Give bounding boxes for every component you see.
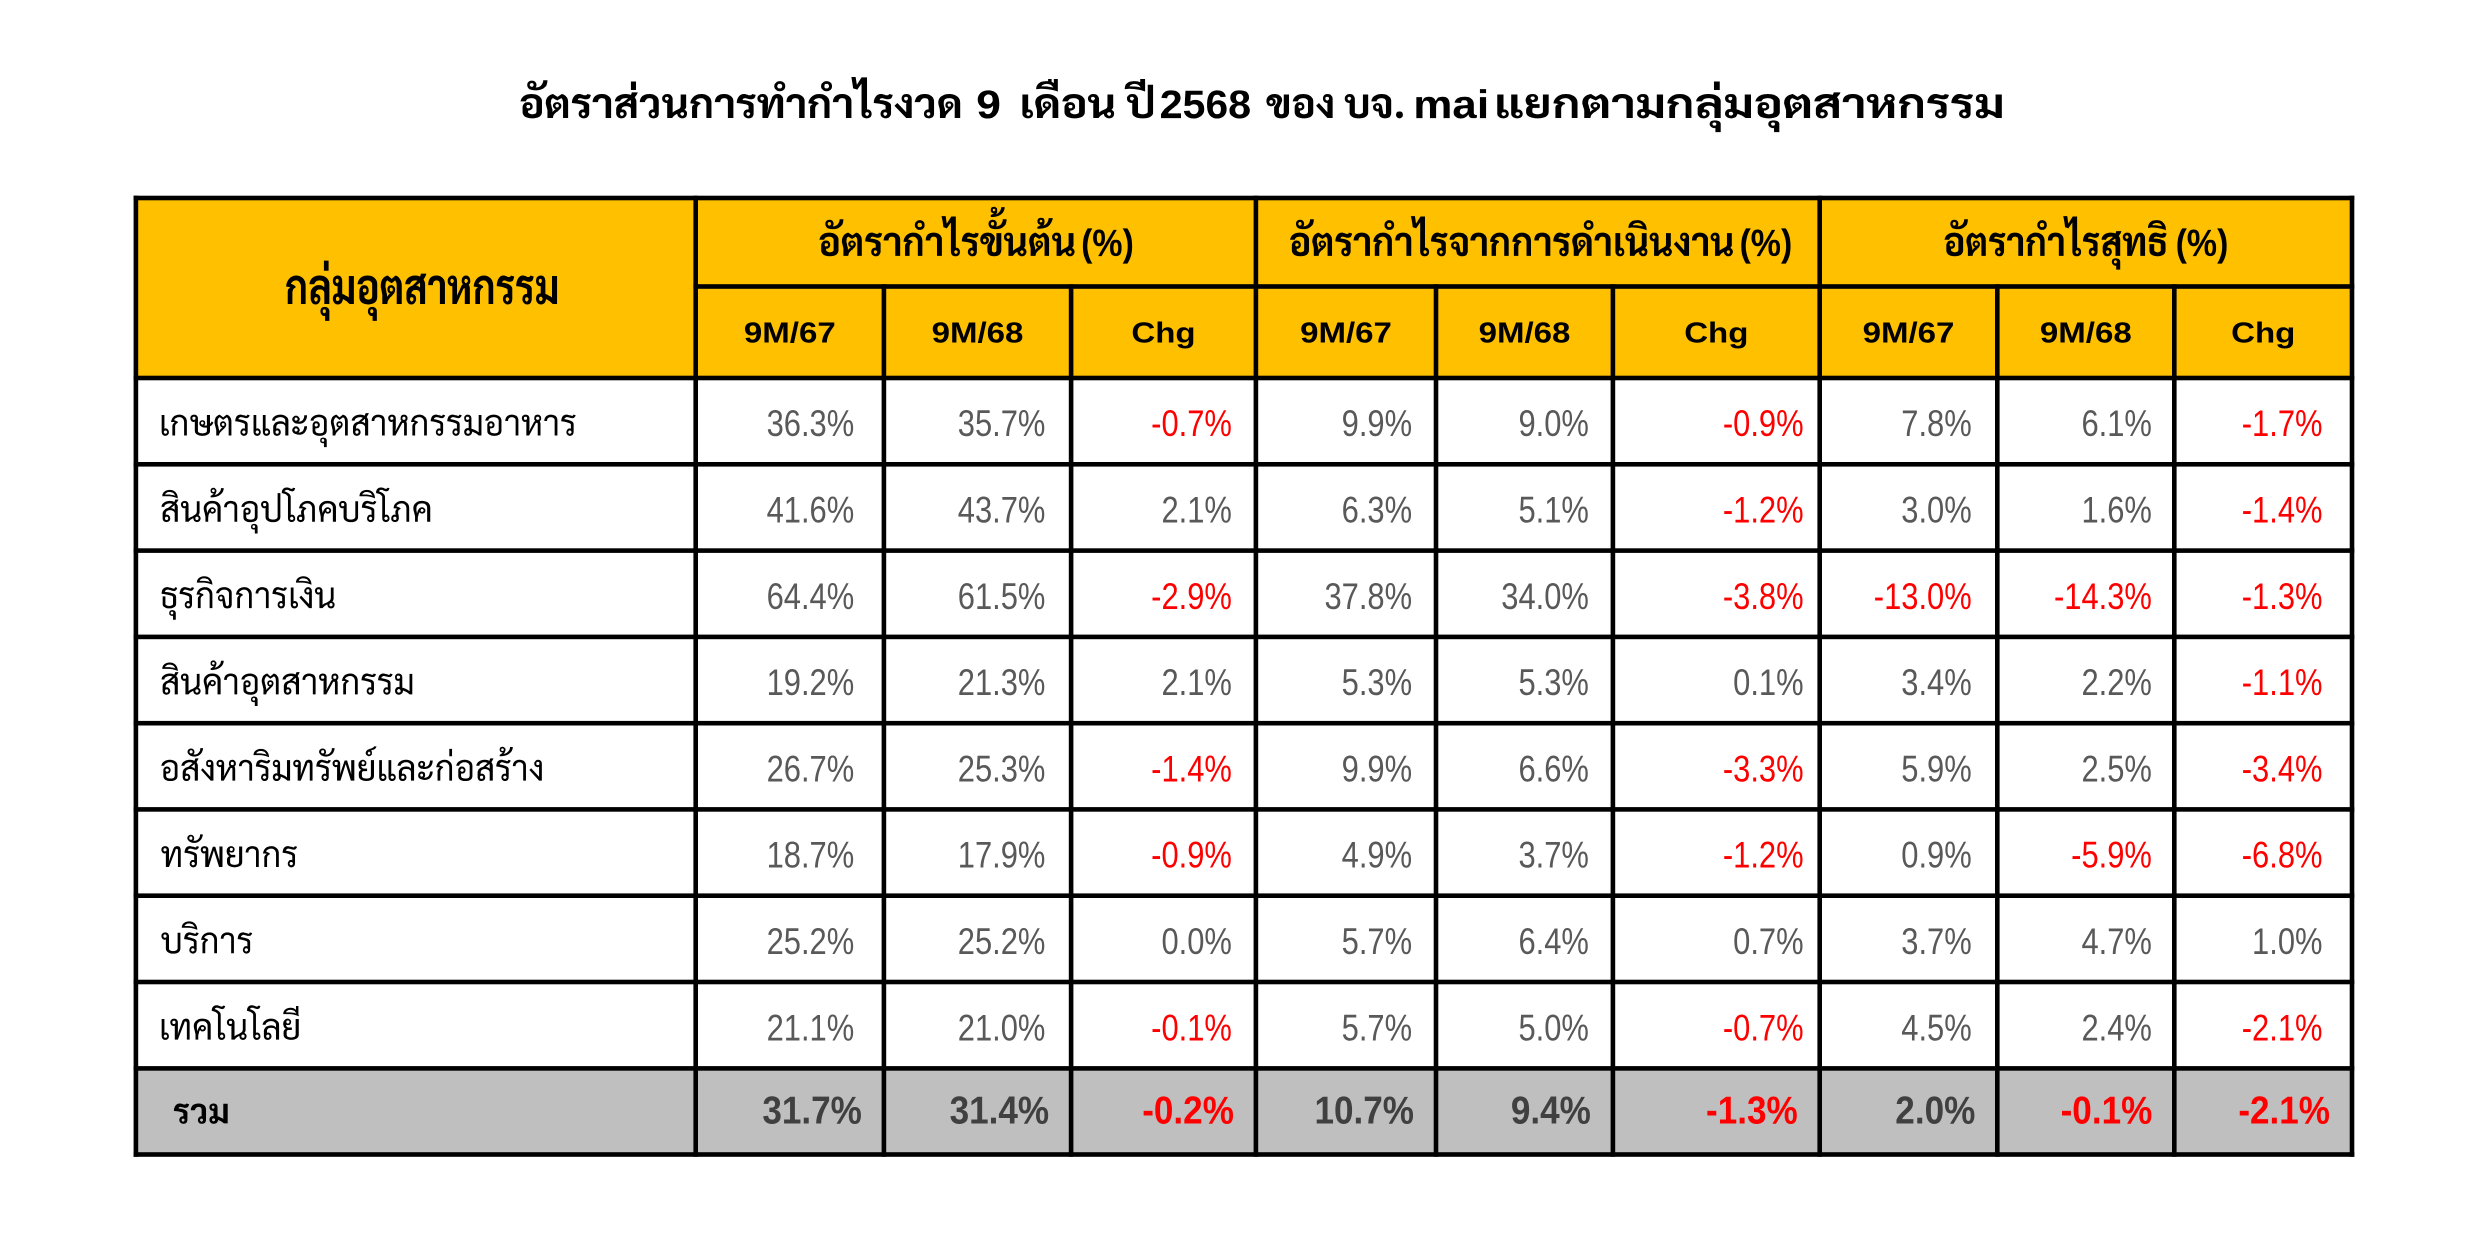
svg-text:5.7%: 5.7% xyxy=(1342,1008,1412,1049)
svg-text:-0.7%: -0.7% xyxy=(1151,404,1232,445)
svg-text:6.3%: 6.3% xyxy=(1342,490,1412,531)
svg-text:9M/68: 9M/68 xyxy=(2040,316,2132,349)
svg-text:-2.1%: -2.1% xyxy=(2238,1088,2330,1132)
svg-text:-0.9%: -0.9% xyxy=(1723,404,1804,445)
svg-text:4.5%: 4.5% xyxy=(1901,1008,1971,1049)
svg-text:4.7%: 4.7% xyxy=(2081,922,2151,963)
svg-text:36.3%: 36.3% xyxy=(767,404,855,445)
svg-text:1.6%: 1.6% xyxy=(2081,490,2151,531)
svg-text:21.3%: 21.3% xyxy=(958,663,1046,704)
svg-text:-1.7%: -1.7% xyxy=(2242,404,2323,445)
svg-text:-1.3%: -1.3% xyxy=(2242,576,2323,617)
svg-text:9.4%: 9.4% xyxy=(1511,1088,1591,1132)
svg-text:31.7%: 31.7% xyxy=(762,1088,862,1132)
svg-text:9M/67: 9M/67 xyxy=(744,316,836,349)
svg-text:2.0%: 2.0% xyxy=(1895,1088,1975,1132)
svg-text:9.9%: 9.9% xyxy=(1342,749,1412,790)
svg-text:25.3%: 25.3% xyxy=(958,749,1046,790)
svg-text:17.9%: 17.9% xyxy=(958,835,1046,876)
svg-text:6.4%: 6.4% xyxy=(1518,922,1588,963)
svg-text:-14.3%: -14.3% xyxy=(2054,576,2152,617)
svg-text:9M/67: 9M/67 xyxy=(1863,316,1955,349)
svg-text:-1.2%: -1.2% xyxy=(1723,490,1804,531)
svg-text:21.0%: 21.0% xyxy=(958,1008,1046,1049)
svg-text:2.1%: 2.1% xyxy=(1161,663,1231,704)
svg-text:43.7%: 43.7% xyxy=(958,490,1046,531)
svg-text:2.4%: 2.4% xyxy=(2081,1008,2151,1049)
svg-text:-0.2%: -0.2% xyxy=(1142,1088,1234,1132)
svg-text:-3.3%: -3.3% xyxy=(1723,749,1804,790)
svg-text:25.2%: 25.2% xyxy=(767,922,855,963)
svg-text:3.7%: 3.7% xyxy=(1901,922,1971,963)
svg-text:61.5%: 61.5% xyxy=(958,576,1046,617)
svg-text:2.2%: 2.2% xyxy=(2081,663,2151,704)
svg-text:0.9%: 0.9% xyxy=(1901,835,1971,876)
svg-text:3.0%: 3.0% xyxy=(1901,490,1971,531)
svg-text:9M/68: 9M/68 xyxy=(932,316,1024,349)
svg-text:9.0%: 9.0% xyxy=(1518,404,1588,445)
svg-text:-1.3%: -1.3% xyxy=(1706,1088,1798,1132)
svg-text:-3.4%: -3.4% xyxy=(2242,749,2323,790)
svg-text:25.2%: 25.2% xyxy=(958,922,1046,963)
svg-text:-1.4%: -1.4% xyxy=(2242,490,2323,531)
svg-text:0.0%: 0.0% xyxy=(1161,922,1231,963)
svg-text:18.7%: 18.7% xyxy=(767,835,855,876)
svg-text:34.0%: 34.0% xyxy=(1501,576,1589,617)
svg-text:Chg: Chg xyxy=(2231,316,2295,349)
svg-text:9M/67: 9M/67 xyxy=(1300,316,1392,349)
svg-text:-3.8%: -3.8% xyxy=(1723,576,1804,617)
svg-text:5.3%: 5.3% xyxy=(1518,663,1588,704)
svg-text:3.4%: 3.4% xyxy=(1901,663,1971,704)
svg-text:9M/68: 9M/68 xyxy=(1479,316,1571,349)
svg-text:-1.1%: -1.1% xyxy=(2242,663,2323,704)
svg-text:5.7%: 5.7% xyxy=(1342,922,1412,963)
svg-text:1.0%: 1.0% xyxy=(2252,922,2322,963)
svg-text:9.9%: 9.9% xyxy=(1342,404,1412,445)
svg-text:-0.7%: -0.7% xyxy=(1723,1008,1804,1049)
svg-text:21.1%: 21.1% xyxy=(767,1008,855,1049)
svg-text:0.7%: 0.7% xyxy=(1733,922,1803,963)
svg-text:41.6%: 41.6% xyxy=(767,490,855,531)
svg-text:-1.2%: -1.2% xyxy=(1723,835,1804,876)
svg-text:6.1%: 6.1% xyxy=(2081,404,2151,445)
svg-text:-1.4%: -1.4% xyxy=(1151,749,1232,790)
svg-text:3.7%: 3.7% xyxy=(1518,835,1588,876)
svg-text:31.4%: 31.4% xyxy=(950,1088,1050,1132)
svg-text:-13.0%: -13.0% xyxy=(1874,576,1972,617)
svg-text:-0.9%: -0.9% xyxy=(1151,835,1232,876)
svg-text:-6.8%: -6.8% xyxy=(2242,835,2323,876)
svg-text:5.9%: 5.9% xyxy=(1901,749,1971,790)
svg-text:Chg: Chg xyxy=(1131,316,1195,349)
svg-text:64.4%: 64.4% xyxy=(767,576,855,617)
svg-text:10.7%: 10.7% xyxy=(1314,1088,1414,1132)
svg-text:-2.9%: -2.9% xyxy=(1151,576,1232,617)
svg-text:6.6%: 6.6% xyxy=(1518,749,1588,790)
svg-text:5.0%: 5.0% xyxy=(1518,1008,1588,1049)
svg-text:35.7%: 35.7% xyxy=(958,404,1046,445)
svg-text:26.7%: 26.7% xyxy=(767,749,855,790)
svg-text:Chg: Chg xyxy=(1684,316,1748,349)
svg-text:37.8%: 37.8% xyxy=(1324,576,1412,617)
svg-text:4.9%: 4.9% xyxy=(1342,835,1412,876)
svg-text:19.2%: 19.2% xyxy=(767,663,855,704)
svg-text:0.1%: 0.1% xyxy=(1733,663,1803,704)
svg-text:2.5%: 2.5% xyxy=(2081,749,2151,790)
svg-text:-5.9%: -5.9% xyxy=(2071,835,2152,876)
svg-text:-2.1%: -2.1% xyxy=(2242,1008,2323,1049)
svg-text:5.3%: 5.3% xyxy=(1342,663,1412,704)
svg-text:-0.1%: -0.1% xyxy=(1151,1008,1232,1049)
svg-text:5.1%: 5.1% xyxy=(1518,490,1588,531)
svg-text:-0.1%: -0.1% xyxy=(2061,1088,2153,1132)
svg-text:2.1%: 2.1% xyxy=(1161,490,1231,531)
svg-text:7.8%: 7.8% xyxy=(1901,404,1971,445)
